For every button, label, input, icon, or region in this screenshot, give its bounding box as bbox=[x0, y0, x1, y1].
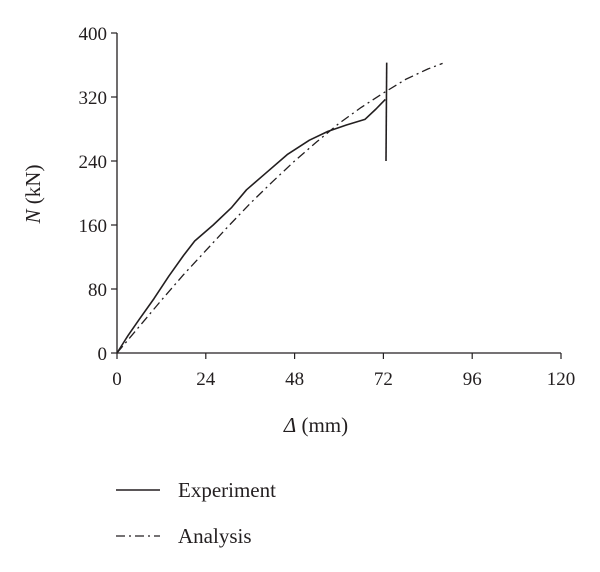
y-axis-symbol: N bbox=[21, 208, 45, 224]
x-tick-label: 0 bbox=[112, 369, 122, 390]
x-axis-title: Δ (mm) bbox=[283, 413, 348, 437]
y-axis-title: N (kN) bbox=[21, 165, 45, 225]
series-line-experiment-1 bbox=[385, 62, 388, 162]
legend-label-experiment: Experiment bbox=[178, 478, 276, 502]
y-tick-label: 400 bbox=[79, 24, 108, 45]
axes bbox=[116, 33, 561, 354]
series-line-experiment-0 bbox=[116, 98, 386, 354]
legend: Experiment Analysis bbox=[116, 478, 276, 548]
series-line-analysis-2 bbox=[116, 62, 443, 354]
x-axis-unit: (mm) bbox=[296, 413, 348, 437]
y-tick-label: 240 bbox=[79, 152, 108, 173]
legend-label-analysis: Analysis bbox=[178, 524, 252, 548]
x-axis-symbol: Δ bbox=[283, 413, 296, 437]
x-tick-label: 24 bbox=[196, 369, 216, 390]
y-tick-label: 0 bbox=[98, 344, 108, 365]
y-tick-label: 160 bbox=[79, 216, 108, 237]
x-tick-label: 72 bbox=[374, 369, 393, 390]
series-layer bbox=[116, 62, 443, 354]
y-tick-label: 320 bbox=[79, 88, 108, 109]
x-tick-label: 96 bbox=[463, 369, 482, 390]
ticks: 0 24 48 72 96 120 0 80 160 240 320 400 bbox=[79, 24, 576, 390]
y-axis-unit: (kN) bbox=[21, 165, 45, 210]
y-tick-label: 80 bbox=[88, 280, 107, 301]
x-tick-label: 120 bbox=[547, 369, 576, 390]
x-tick-label: 48 bbox=[285, 369, 304, 390]
